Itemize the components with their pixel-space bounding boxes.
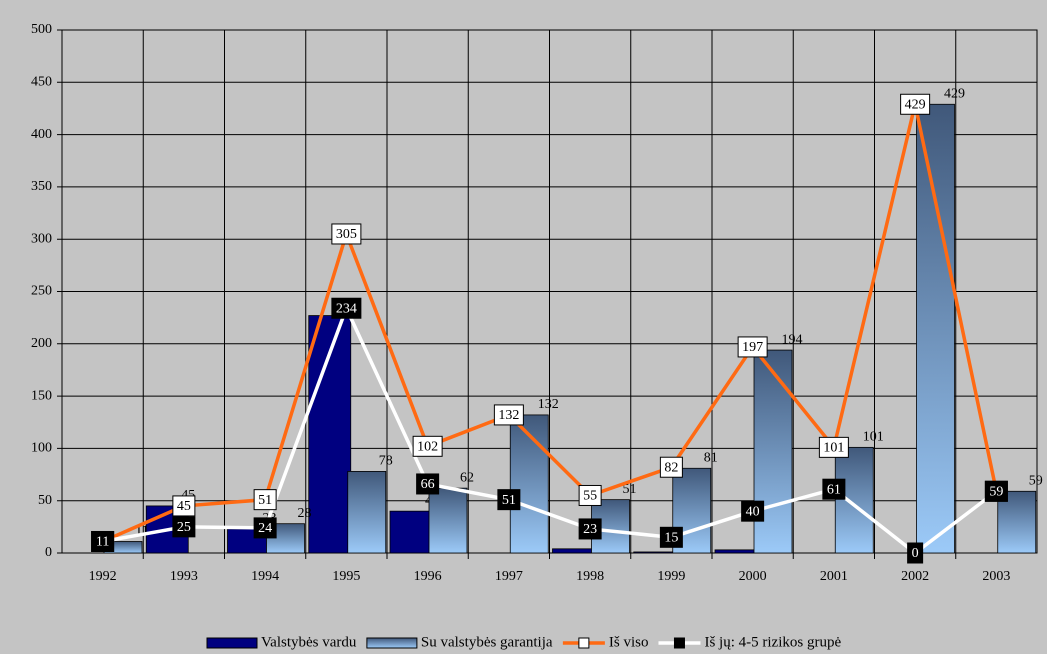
bar-label: 132 — [538, 397, 559, 412]
bar-label: 194 — [782, 332, 803, 347]
y-tick-label: 300 — [31, 231, 52, 246]
legend-label: Valstybės vardu — [261, 634, 357, 650]
marker-label: 66 — [421, 477, 435, 492]
marker-label: 51 — [502, 493, 516, 508]
marker-label: 429 — [905, 97, 926, 112]
y-tick-label: 0 — [45, 545, 52, 560]
marker-label: 305 — [336, 227, 357, 242]
legend-label: Su valstybės garantija — [421, 634, 553, 650]
marker — [659, 456, 683, 478]
marker-label: 23 — [583, 522, 597, 537]
marker — [578, 518, 602, 540]
bar-label: 78 — [379, 454, 393, 469]
marker — [493, 404, 524, 426]
x-tick-label: 1997 — [495, 569, 523, 584]
x-tick-label: 2000 — [739, 569, 767, 584]
legend-swatch — [366, 637, 418, 649]
marker — [91, 530, 115, 552]
bar — [714, 549, 758, 554]
x-tick-label: 2003 — [982, 569, 1010, 584]
y-tick-label: 350 — [31, 179, 52, 194]
marker-label: 45 — [177, 499, 191, 514]
marker — [822, 478, 846, 500]
marker-label: 82 — [664, 460, 678, 475]
x-tick-label: 2002 — [901, 569, 929, 584]
marker-label: 15 — [664, 531, 678, 546]
x-tick-label: 1998 — [576, 569, 604, 584]
marker-label: 0 — [912, 546, 919, 561]
marker — [900, 93, 931, 115]
marker-label: 102 — [417, 440, 438, 455]
legend-marker — [578, 637, 590, 649]
marker-label: 101 — [823, 441, 844, 456]
y-tick-label: 150 — [31, 388, 52, 403]
marker — [741, 500, 765, 522]
marker — [818, 436, 849, 458]
line — [102, 303, 998, 556]
marker — [497, 489, 521, 511]
bar-label: 28 — [298, 506, 312, 521]
marker-label: 40 — [746, 504, 760, 519]
bar — [633, 551, 677, 554]
bar — [753, 349, 793, 554]
bar-label: 81 — [704, 450, 718, 465]
marker-label: 25 — [177, 520, 191, 535]
x-tick-label: 1995 — [332, 569, 360, 584]
marker — [253, 489, 277, 511]
marker — [907, 542, 924, 564]
x-tick-label: 2001 — [820, 569, 848, 584]
marker-label: 59 — [989, 485, 1003, 500]
bar — [428, 487, 468, 554]
bar — [347, 471, 387, 554]
marker-label: 61 — [827, 482, 841, 497]
bar-label: 51 — [623, 482, 637, 497]
legend-label: Iš viso — [609, 634, 649, 650]
marker — [253, 517, 277, 539]
legend-label: Iš jų: 4-5 rizikos grupė — [704, 634, 841, 650]
bar — [509, 414, 549, 554]
marker-label: 132 — [498, 408, 519, 423]
y-tick-label: 500 — [31, 22, 52, 37]
marker — [172, 495, 196, 517]
bar — [552, 548, 595, 554]
marker-label: 24 — [258, 521, 272, 536]
marker-label: 197 — [742, 340, 763, 355]
marker — [416, 473, 440, 495]
marker — [578, 484, 602, 506]
y-tick-label: 450 — [31, 75, 52, 90]
y-tick-label: 250 — [31, 284, 52, 299]
bar-label: 101 — [863, 430, 884, 445]
marker — [331, 297, 362, 319]
marker-label: 234 — [336, 301, 357, 316]
bar — [916, 103, 955, 554]
bar — [389, 510, 433, 554]
x-tick-label: 1992 — [89, 569, 117, 584]
marker — [984, 480, 1008, 502]
marker-label: 51 — [258, 493, 272, 508]
marker — [737, 336, 768, 358]
marker — [331, 223, 362, 245]
y-tick-label: 50 — [38, 493, 52, 508]
legend-swatch — [206, 637, 258, 649]
marker-label: 55 — [583, 489, 597, 504]
x-tick-label: 1999 — [657, 569, 685, 584]
y-tick-label: 100 — [31, 441, 52, 456]
bar — [834, 446, 874, 554]
bar-label: 429 — [944, 86, 965, 101]
x-tick-label: 1996 — [414, 569, 442, 584]
line — [101, 103, 999, 544]
y-tick-label: 400 — [31, 127, 52, 142]
x-tick-label: 1993 — [170, 569, 198, 584]
marker-label: 11 — [96, 535, 109, 550]
legend-marker — [673, 637, 685, 649]
bar-label: 59 — [1029, 474, 1043, 489]
marker — [412, 435, 443, 457]
x-tick-label: 1994 — [251, 569, 279, 584]
marker — [659, 526, 683, 548]
y-tick-label: 200 — [31, 336, 52, 351]
bar-label: 62 — [460, 470, 474, 485]
marker — [172, 516, 196, 538]
